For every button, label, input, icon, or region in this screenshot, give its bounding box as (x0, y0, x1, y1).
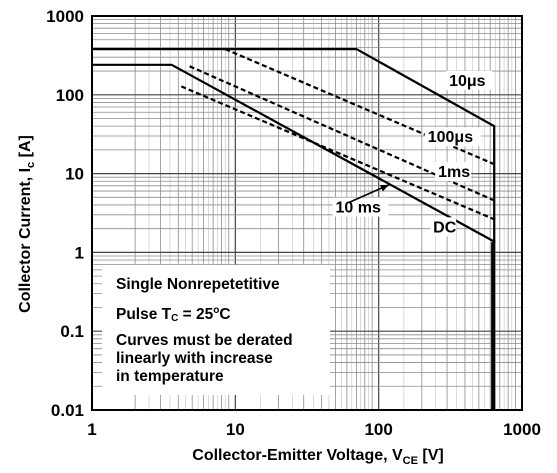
series-label-bg (430, 217, 457, 237)
x-axis-label: Collector-Emitter Voltage, VCE [V] (192, 447, 443, 467)
series-label-bg (446, 70, 493, 90)
y-tick-label: 1 (75, 243, 84, 262)
series-label-bg (424, 127, 481, 147)
series-line-10-s (92, 47, 496, 410)
y-tick-label: 10 (65, 165, 84, 184)
series-line-10-ms (180, 85, 496, 221)
plot-frame (91, 15, 523, 411)
x-tick-label: 1 (87, 420, 96, 439)
series-label: 10 ms (336, 200, 381, 217)
ticklabel-layer: 1 10 100 1000 1000 100 10 1 0.1 0.01 (46, 7, 541, 439)
series-label-bg (332, 197, 389, 217)
label-pointer-arrowhead (379, 184, 389, 192)
annotation-layer: 10μs 100μs 1ms 10 ms DC (332, 70, 493, 237)
note-line-2-suffix: C (219, 306, 231, 323)
note-line-2: Pulse TC = 25oC (116, 302, 231, 328)
y-axis-label: Collector Current, Ic [A] (17, 135, 37, 313)
series-label: DC (433, 219, 457, 236)
y-tick-label: 1000 (46, 7, 84, 26)
series-label: 100μs (428, 129, 473, 146)
note-line-2-degree: o (213, 305, 220, 316)
y-tick-label: 0.01 (51, 401, 84, 420)
series-label-bg (435, 162, 472, 182)
series-label: 1ms (438, 164, 470, 181)
note-line-2-mid: = 25 (178, 306, 214, 323)
y-tick-label: 0.1 (60, 322, 84, 341)
y-tick-label: 100 (56, 86, 84, 105)
x-tick-label: 10 (226, 420, 245, 439)
note-line-2-sub: C (171, 313, 179, 324)
x-tick-label: 100 (364, 420, 392, 439)
note-box (102, 265, 330, 395)
series-line-dc (92, 63, 496, 244)
note-line-1: Single Nonrepetetitive (116, 276, 280, 293)
note-line-3: Curves must be derated (116, 332, 293, 349)
note-line-4: linearly with increase (116, 350, 273, 367)
note-line-2-prefix: Pulse T (116, 306, 172, 323)
note-line-5: in temperature (116, 368, 224, 385)
series-label: 10μs (449, 73, 486, 90)
x-tick-label: 1000 (503, 420, 541, 439)
